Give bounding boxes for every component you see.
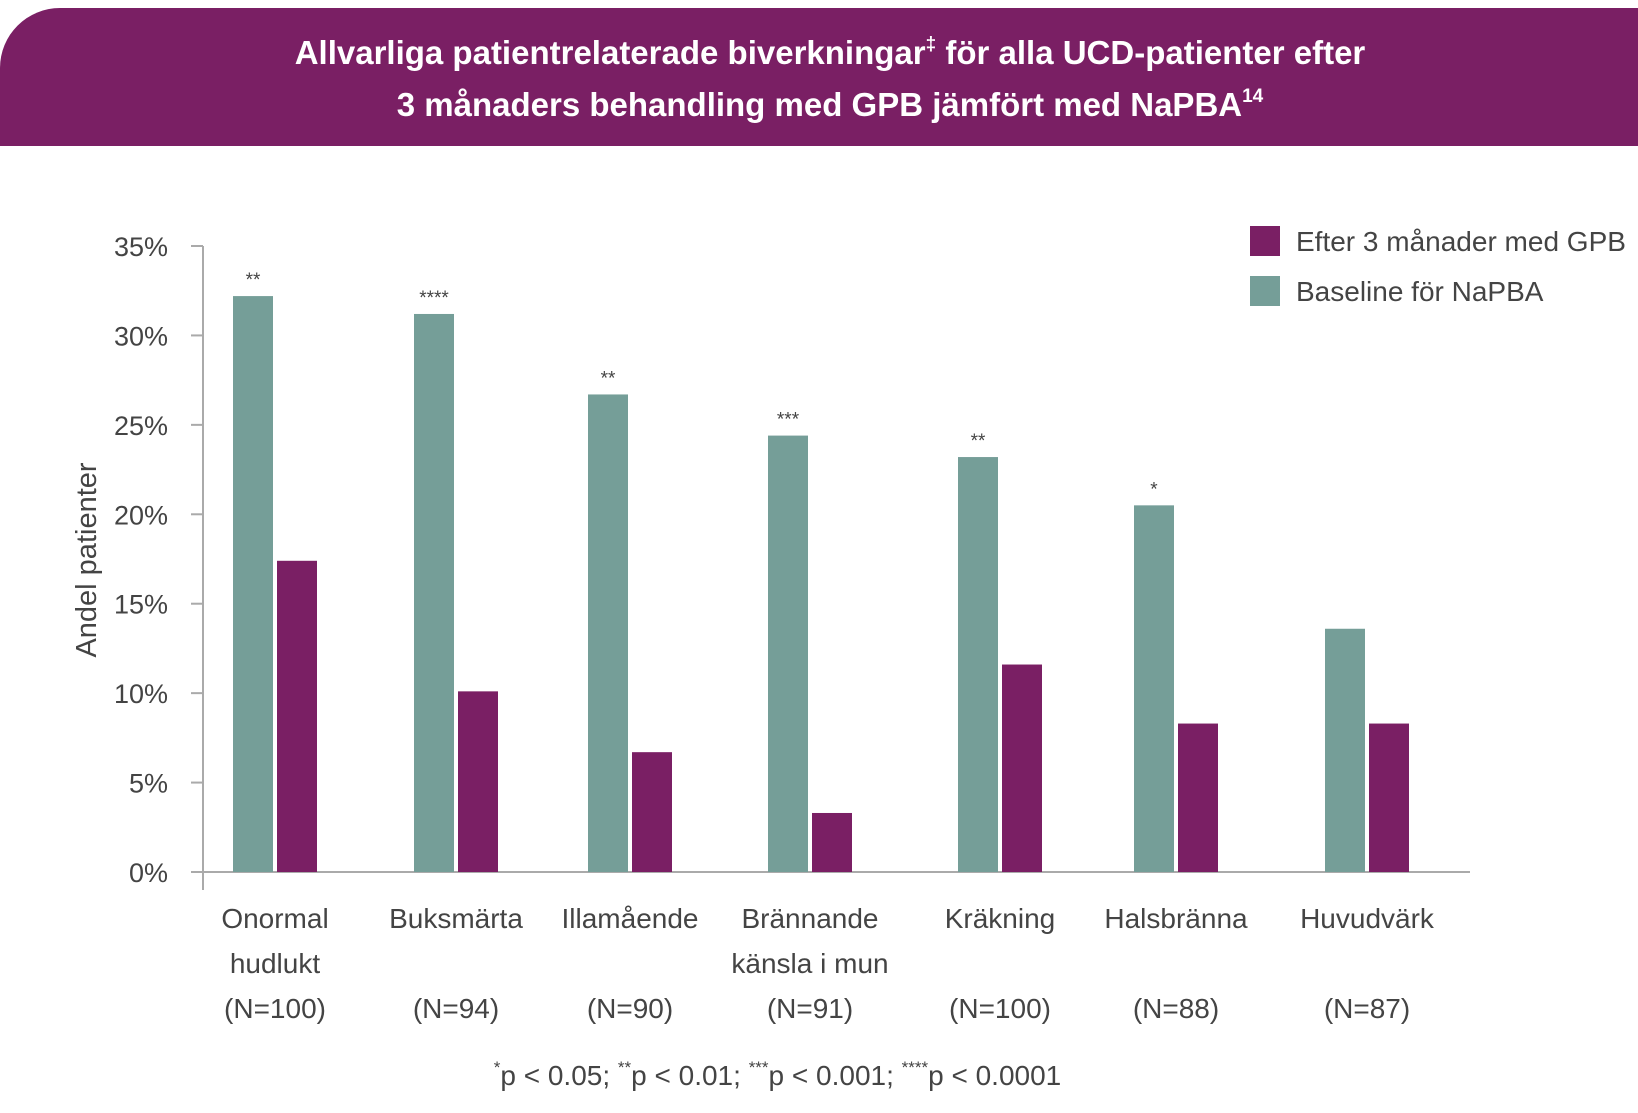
y-tick-label: 35% [114, 232, 168, 262]
chart-title-line-1: Allvarliga patientrelaterade biverkninga… [0, 27, 1638, 79]
significance-marker: ** [971, 431, 986, 452]
significance-marker: * [1150, 479, 1158, 500]
footnote-text-2: p < 0.01; [631, 1060, 749, 1091]
bar-gpb [1178, 723, 1218, 872]
y-tick-label: 30% [114, 321, 168, 351]
category-label: Onormal [221, 903, 328, 934]
bar-gpb [812, 812, 852, 872]
title-line2-main: 3 månaders behandling med GPB jämfört me… [396, 86, 1243, 123]
significance-marker: **** [419, 288, 449, 309]
category-label: Buksmärta [389, 903, 523, 934]
category-n-label: (N=94) [413, 993, 499, 1024]
bar-gpb [458, 691, 498, 872]
significance-footnote: *p < 0.05; **p < 0.01; ***p < 0.001; ***… [0, 1058, 1555, 1092]
bar-napba [958, 457, 998, 872]
y-tick-label: 5% [129, 769, 168, 799]
category-label: Halsbränna [1104, 903, 1248, 934]
category-label: Kräkning [945, 903, 1056, 934]
bar-napba [588, 394, 628, 872]
y-tick-label: 10% [114, 679, 168, 709]
y-axis-title: Andel patienter [71, 462, 103, 657]
y-tick-label: 25% [114, 411, 168, 441]
legend-label-gpb: Efter 3 månader med GPB [1296, 226, 1626, 257]
category-n-label: (N=90) [587, 993, 673, 1024]
title-reference: 14 [1242, 86, 1264, 107]
footnote-sup-3: *** [748, 1058, 769, 1077]
footnote-text-4: p < 0.0001 [928, 1060, 1062, 1091]
y-tick-label: 0% [129, 858, 168, 888]
bar-gpb [632, 752, 672, 872]
category-n-label: (N=100) [224, 993, 326, 1024]
category-n-label: (N=91) [767, 993, 853, 1024]
bar-napba [414, 313, 454, 873]
category-label: Huvudvärk [1300, 903, 1435, 934]
bar-napba [233, 296, 273, 873]
category-n-label: (N=87) [1324, 993, 1410, 1024]
chart-title-line-2: 3 månaders behandling med GPB jämfört me… [0, 79, 1638, 131]
significance-marker: ** [601, 368, 616, 389]
bar-napba [768, 435, 808, 872]
category-n-label: (N=88) [1133, 993, 1219, 1024]
title-line1-end: för alla UCD-patienter efter [936, 34, 1366, 71]
category-label: hudlukt [230, 948, 321, 979]
category-label: Illamående [562, 903, 699, 934]
y-tick-label: 15% [114, 590, 168, 620]
significance-marker: ** [246, 270, 261, 291]
footnote-text-1: p < 0.05; [500, 1060, 618, 1091]
title-line1-main: Allvarliga patientrelaterade biverkninga… [294, 34, 926, 71]
bar-gpb [277, 560, 317, 872]
title-dagger: ‡ [925, 34, 937, 55]
significance-marker: *** [777, 410, 800, 431]
legend-swatch-gpb [1250, 226, 1280, 256]
category-n-label: (N=100) [949, 993, 1051, 1024]
chart-title: Allvarliga patientrelaterade biverkninga… [0, 27, 1638, 131]
legend-label-napba: Baseline för NaPBA [1296, 276, 1544, 307]
footnote-sup-1: * [493, 1058, 501, 1077]
title-banner [0, 8, 1638, 146]
footnote-sup-2: ** [617, 1058, 632, 1077]
footnote-sup-4: **** [901, 1058, 929, 1077]
bar-gpb [1002, 664, 1042, 872]
y-tick-label: 20% [114, 500, 168, 530]
category-label: Brännande [741, 903, 878, 934]
footnote-text-3: p < 0.001; [768, 1060, 902, 1091]
bar-napba [1134, 505, 1174, 872]
bar-gpb [1369, 723, 1409, 872]
category-label: känsla i mun [731, 948, 888, 979]
bar-napba [1325, 628, 1365, 872]
legend-swatch-napba [1250, 276, 1280, 306]
